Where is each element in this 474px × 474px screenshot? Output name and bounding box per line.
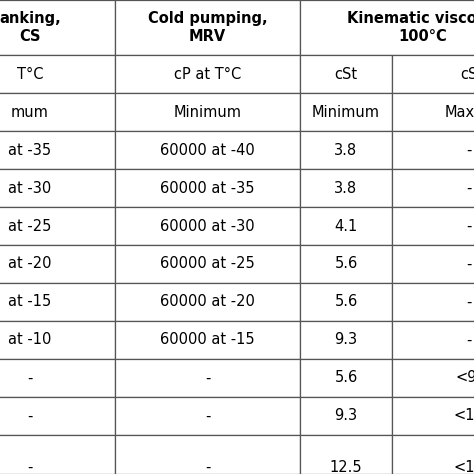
Text: -: -: [205, 459, 210, 474]
Bar: [300, 359, 392, 397]
Text: Maxim: Maxim: [444, 104, 474, 119]
Bar: [0, 0, 115, 55]
Text: -: -: [466, 143, 471, 157]
Bar: [300, 397, 392, 435]
Bar: [392, 435, 474, 474]
Bar: [0, 131, 115, 169]
Bar: [0, 245, 115, 283]
Bar: [392, 359, 474, 397]
Text: cS: cS: [460, 66, 474, 82]
Text: -: -: [466, 256, 471, 272]
Text: 3.8: 3.8: [335, 143, 357, 157]
Bar: [0, 283, 115, 321]
Text: <12: <12: [453, 409, 474, 423]
Bar: [300, 321, 392, 359]
Text: cP at T°C: cP at T°C: [174, 66, 241, 82]
Text: 12.5: 12.5: [330, 459, 362, 474]
Text: 60000 at -20: 60000 at -20: [160, 294, 255, 310]
Bar: [0, 397, 115, 435]
Bar: [115, 321, 300, 359]
Bar: [115, 397, 300, 435]
Bar: [392, 321, 474, 359]
Text: -: -: [27, 371, 33, 385]
Text: -: -: [466, 332, 471, 347]
Text: <9.: <9.: [456, 371, 474, 385]
Text: at -10: at -10: [9, 332, 52, 347]
Text: Minimum: Minimum: [173, 104, 241, 119]
Bar: [0, 435, 115, 474]
Bar: [392, 93, 474, 131]
Text: T°C: T°C: [17, 66, 43, 82]
Bar: [392, 397, 474, 435]
Text: 60000 at -40: 60000 at -40: [160, 143, 255, 157]
Bar: [115, 131, 300, 169]
Text: Cold pumping,
MRV: Cold pumping, MRV: [148, 11, 267, 44]
Bar: [300, 435, 392, 474]
Text: -: -: [466, 294, 471, 310]
Text: anking,
CS: anking, CS: [0, 11, 61, 44]
Bar: [115, 435, 300, 474]
Bar: [300, 0, 474, 55]
Bar: [300, 93, 392, 131]
Bar: [0, 207, 115, 245]
Text: cSt: cSt: [335, 66, 357, 82]
Bar: [0, 55, 115, 93]
Text: 5.6: 5.6: [334, 371, 357, 385]
Text: 9.3: 9.3: [335, 332, 357, 347]
Text: at -30: at -30: [9, 181, 52, 195]
Bar: [115, 169, 300, 207]
Text: Kinematic viscosit
100°C: Kinematic viscosit 100°C: [347, 11, 474, 44]
Text: 5.6: 5.6: [334, 294, 357, 310]
Bar: [0, 93, 115, 131]
Text: mum: mum: [11, 104, 49, 119]
Bar: [300, 283, 392, 321]
Bar: [392, 245, 474, 283]
Text: at -25: at -25: [9, 219, 52, 234]
Bar: [115, 207, 300, 245]
Text: Minimum: Minimum: [312, 104, 380, 119]
Bar: [115, 55, 300, 93]
Bar: [392, 131, 474, 169]
Text: 60000 at -15: 60000 at -15: [160, 332, 255, 347]
Text: -: -: [205, 371, 210, 385]
Text: -: -: [466, 219, 471, 234]
Text: -: -: [27, 409, 33, 423]
Bar: [300, 207, 392, 245]
Text: 5.6: 5.6: [334, 256, 357, 272]
Bar: [392, 207, 474, 245]
Bar: [392, 169, 474, 207]
Text: <16: <16: [453, 459, 474, 474]
Text: 60000 at -25: 60000 at -25: [160, 256, 255, 272]
Text: 60000 at -35: 60000 at -35: [160, 181, 255, 195]
Bar: [0, 321, 115, 359]
Text: at -35: at -35: [9, 143, 52, 157]
Bar: [115, 93, 300, 131]
Text: -: -: [205, 409, 210, 423]
Bar: [115, 245, 300, 283]
Text: 60000 at -30: 60000 at -30: [160, 219, 255, 234]
Bar: [115, 0, 300, 55]
Text: -: -: [27, 459, 33, 474]
Text: 4.1: 4.1: [334, 219, 357, 234]
Bar: [300, 169, 392, 207]
Bar: [392, 55, 474, 93]
Bar: [300, 245, 392, 283]
Bar: [0, 169, 115, 207]
Bar: [0, 359, 115, 397]
Bar: [115, 283, 300, 321]
Bar: [300, 55, 392, 93]
Text: -: -: [466, 181, 471, 195]
Text: at -15: at -15: [9, 294, 52, 310]
Bar: [115, 359, 300, 397]
Bar: [300, 131, 392, 169]
Text: at -20: at -20: [8, 256, 52, 272]
Text: 9.3: 9.3: [335, 409, 357, 423]
Bar: [392, 283, 474, 321]
Text: 3.8: 3.8: [335, 181, 357, 195]
